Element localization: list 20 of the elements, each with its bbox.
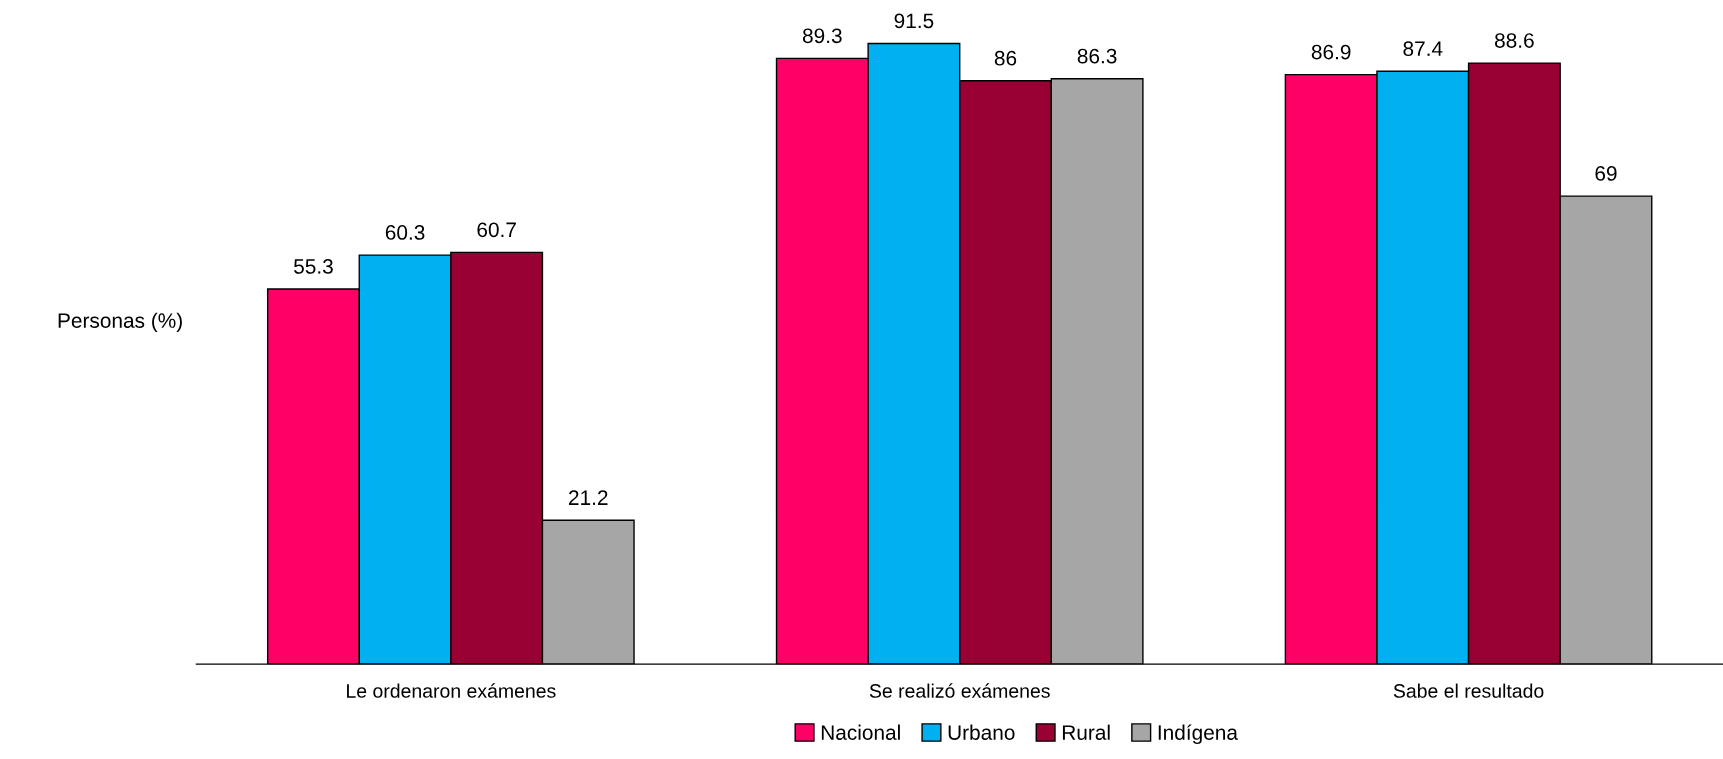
data-label: 86.9 <box>1311 44 1351 60</box>
data-label: 21.2 <box>569 490 608 505</box>
data-label: 69 <box>1595 166 1617 181</box>
y-axis-title: Personas (%) <box>58 312 182 333</box>
x-tick-label: Le ordenaron exámenes <box>347 683 556 698</box>
x-tick-label: Se realizó exámenes <box>869 683 1050 698</box>
legend-label: Urbano <box>948 724 1015 740</box>
data-label: 88.6 <box>1495 33 1534 48</box>
data-label: 87.4 <box>1403 41 1443 57</box>
legend-label: Indígena <box>1158 724 1238 745</box>
legend-label: Nacional <box>821 724 900 740</box>
x-tick-label: Sabe el resultado <box>1393 683 1544 698</box>
data-label: 55.3 <box>294 259 333 274</box>
legend-label: Rural <box>1062 724 1110 740</box>
data-label: 86 <box>994 50 1017 66</box>
data-label: 60.3 <box>385 225 425 240</box>
data-label: 60.7 <box>477 222 516 238</box>
data-label: 86.3 <box>1077 48 1117 64</box>
data-label: 91.5 <box>894 13 934 29</box>
data-label: 89.3 <box>802 28 842 44</box>
